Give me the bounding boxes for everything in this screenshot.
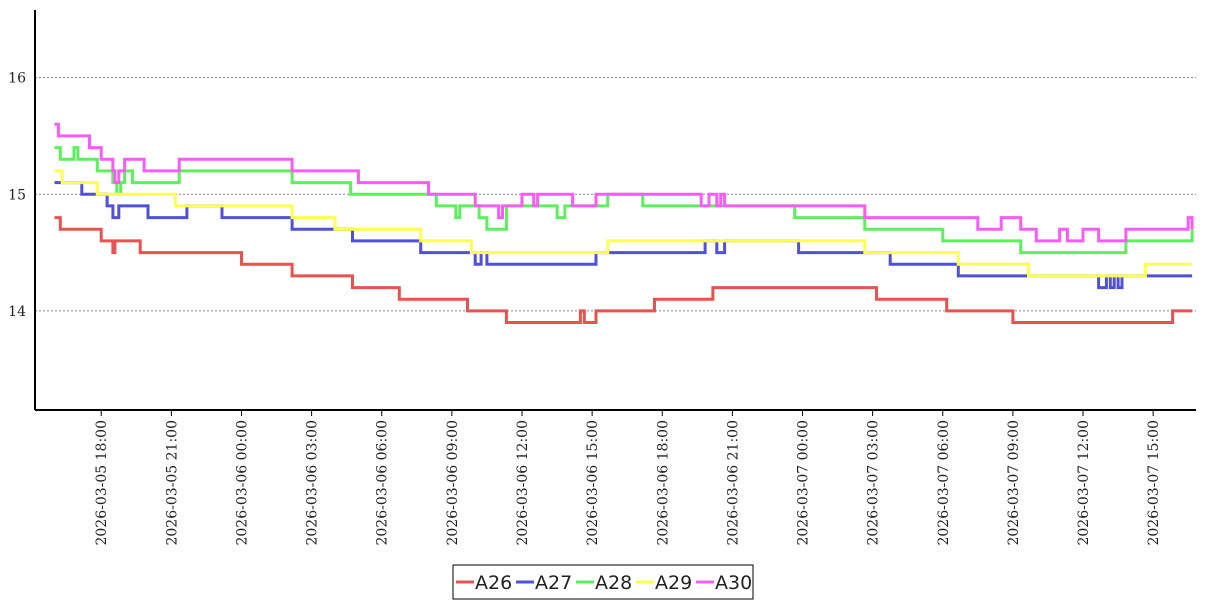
x-tick-label: 2026-03-06 06:00	[375, 420, 391, 546]
legend-label-a27: A27	[535, 572, 572, 594]
legend-label-a28: A28	[595, 572, 632, 594]
x-tick-label: 2026-03-06 15:00	[585, 420, 601, 546]
series-line-a28	[54, 146, 1194, 255]
x-tick-label: 2026-03-07 09:00	[1006, 420, 1022, 546]
series-layer	[54, 122, 1194, 324]
x-tick-label: 2026-03-07 15:00	[1146, 420, 1162, 546]
axes-layer: 14 15 16 2026-03-05 18:00 2026-03-05 21:00 20…	[8, 10, 1196, 546]
x-tick-label: 2026-03-07 03:00	[866, 420, 882, 546]
x-tick-label: 2026-03-06 00:00	[234, 420, 250, 546]
x-tick-label: 2026-03-06 09:00	[445, 420, 461, 546]
legend-label-a30: A30	[715, 572, 752, 594]
x-tick-label: 2026-03-05 18:00	[94, 420, 110, 546]
y-tick-label: 15	[8, 187, 26, 203]
x-tick-label: 2026-03-07 00:00	[796, 420, 812, 546]
legend-label-a26: A26	[475, 572, 512, 594]
series-line-a26	[54, 216, 1193, 324]
legend-label-a29: A29	[655, 572, 692, 594]
x-tick-label: 2026-03-06 03:00	[305, 420, 321, 546]
y-tick-label: 16	[8, 71, 26, 87]
x-tick-label: 2026-03-05 21:00	[164, 420, 180, 546]
x-tick-label: 2026-03-06 21:00	[725, 420, 741, 546]
x-tick-label: 2026-03-07 06:00	[936, 420, 952, 546]
x-tick-label: 2026-03-07 12:00	[1076, 420, 1092, 546]
series-line-a27	[54, 181, 1193, 290]
y-tick-label: 14	[8, 304, 26, 320]
x-tick-label: 2026-03-06 12:00	[515, 420, 531, 546]
series-line-a29	[54, 169, 1193, 278]
legend: A26 A27 A28 A29 A30	[452, 564, 754, 600]
x-tick-label: 2026-03-06 18:00	[655, 420, 671, 546]
series-line-a30	[54, 122, 1194, 243]
